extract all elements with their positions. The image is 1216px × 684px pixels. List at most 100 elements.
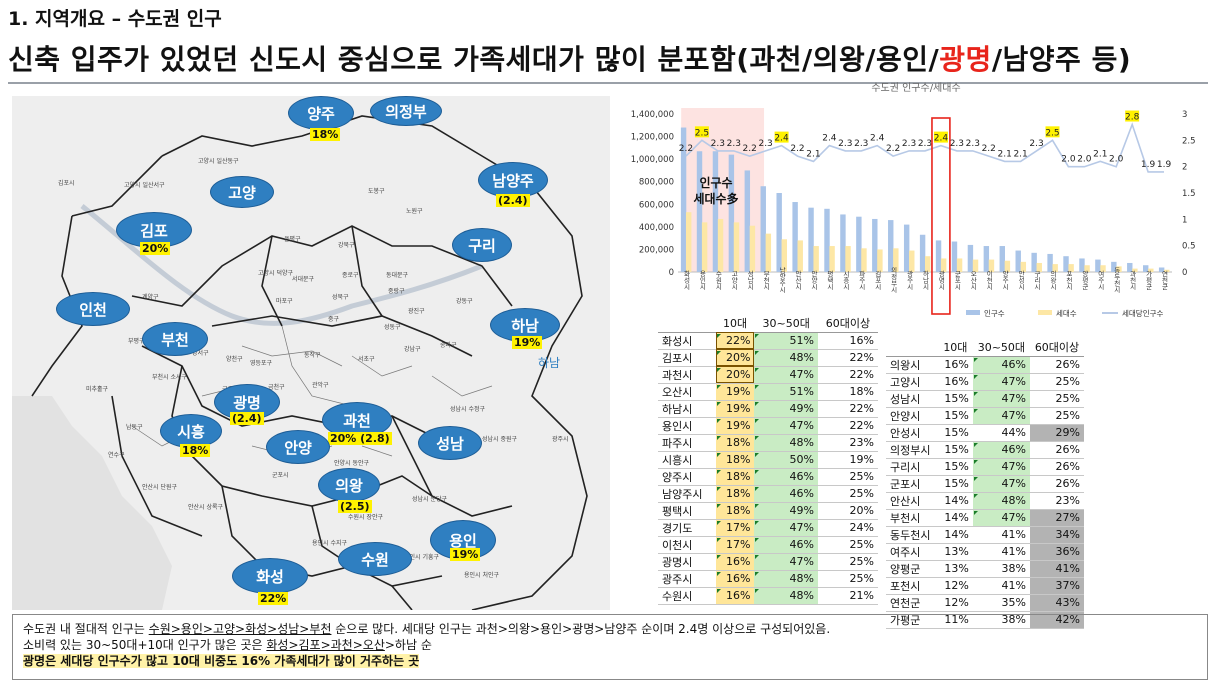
table-cell: 24% — [817, 519, 878, 537]
note-line-2: 소비력 있는 30~50대+10대 인구가 많은 곳은 화성>김포>과천>오산>… — [23, 637, 1197, 653]
headline-part-a: 신축 입주가 있었던 신도시 중심으로 가족세대가 많이 분포함(과천/의왕/용… — [8, 43, 940, 76]
table-cell: 13% — [937, 543, 973, 561]
region-bubble[interactable]: 의왕 — [318, 468, 380, 502]
table-row: 오산시 19% 51% 18% — [658, 383, 878, 401]
table-cell: 안양시 — [886, 407, 938, 425]
table-cell: 50% — [754, 451, 818, 469]
hanam-map-label: 하남 — [538, 356, 561, 370]
bar-population — [951, 241, 958, 272]
bar-household — [1164, 269, 1170, 272]
table-cell: 47% — [754, 519, 818, 537]
region-bubble[interactable]: 수원 — [338, 542, 412, 576]
table-cell: 15% — [937, 475, 973, 493]
bar-population — [760, 186, 766, 272]
bar-household — [972, 259, 979, 272]
y-right-tick: 1.5 — [1182, 189, 1196, 199]
y-right-tick: 0.5 — [1182, 242, 1196, 252]
table-cell: 21% — [817, 587, 878, 605]
region-bubble[interactable]: 의정부 — [370, 96, 442, 126]
region-bubble[interactable]: 성남 — [418, 426, 482, 460]
bar-population — [1142, 265, 1149, 272]
table-cell: 35% — [972, 594, 1030, 612]
y-left-tick: 1,000,000 — [631, 155, 674, 165]
y-right-tick: 3 — [1182, 110, 1187, 120]
table-row: 구리시 15% 47% 26% — [886, 458, 1084, 476]
column-header — [658, 314, 716, 333]
region-chip: 19% — [450, 548, 481, 561]
place-name: 강북구 — [338, 242, 355, 249]
x-tick-label: 이천시 — [985, 269, 993, 290]
region-bubble[interactable]: 남양주 — [478, 162, 548, 198]
note-line-3: 광명은 세대당 인구수가 많고 10대 비중도 16% 가족세대가 많이 거주하… — [23, 653, 1197, 669]
x-tick-label: 연천군 — [1160, 270, 1168, 290]
x-tick-label: 시흥시 — [841, 270, 849, 290]
y-right-tick: 2.5 — [1182, 136, 1196, 146]
x-tick-label: 안양시 — [809, 269, 817, 290]
place-name: 동작구 — [304, 352, 321, 359]
region-bubble[interactable]: 화성 — [232, 558, 308, 594]
x-tick-label: 의왕시 — [1048, 269, 1056, 290]
line-label: 2.3 — [950, 139, 964, 149]
bar-population — [1158, 267, 1165, 272]
line-label: 2.3 — [1029, 139, 1043, 149]
column-header: 30~50대 — [754, 314, 818, 333]
table-cell: 19% — [817, 451, 878, 469]
table-cell: 양주시 — [658, 468, 716, 486]
x-tick-label: 여주시 — [1096, 269, 1104, 290]
x-tick-label: 포천시 — [1064, 270, 1072, 290]
line-label-highlight — [694, 126, 709, 138]
place-name: 부천시 소사구 — [152, 374, 188, 381]
y-left-tick: 1,400,000 — [631, 110, 674, 120]
table-cell: 16% — [817, 332, 878, 350]
table-cell: 14% — [937, 509, 973, 527]
x-tick-label: 파주시 — [857, 269, 865, 290]
table-cell: 46% — [972, 441, 1030, 459]
table-cell: 41% — [972, 577, 1030, 595]
table-cell: 47% — [972, 475, 1030, 493]
region-bubble[interactable]: 시흥 — [160, 414, 222, 448]
x-tick-label: 동두천시 — [1112, 267, 1120, 294]
bar-population — [1063, 256, 1069, 272]
x-tick-label: 의정부시 — [889, 266, 897, 294]
capital-area-map[interactable]: 고양시 일산동구 김포시 고양시 일산서구 도봉구 노원구 계양구 은평구 강북구 성북구 중랑구… — [12, 96, 610, 610]
place-name: 강동구 — [456, 298, 473, 305]
table-cell: 광주시 — [658, 570, 716, 588]
table-cell: 16% — [937, 373, 973, 391]
region-bubble[interactable]: 부천 — [142, 322, 208, 356]
table-row: 남양주시 18% 46% 25% — [658, 485, 878, 503]
region-bubble[interactable]: 인천 — [56, 292, 130, 326]
line-label: 1.9 — [1157, 160, 1172, 170]
region-bubble[interactable]: 고양 — [210, 176, 274, 208]
bar-household — [797, 240, 803, 272]
table-cell: 37% — [1029, 577, 1084, 595]
x-tick-label: 수원시 — [714, 270, 722, 290]
x-tick-label: 김포시 — [873, 270, 881, 290]
annotation-line-2: 세대수多 — [693, 191, 738, 206]
bar-household — [1100, 265, 1106, 272]
y-right-tick: 1 — [1182, 215, 1187, 225]
table-cell: 의정부시 — [886, 441, 938, 459]
note-line-1: 수도권 내 절대적 인구는 수원>용인>고양>화성>성남>부천 순으로 많다. … — [23, 621, 1197, 637]
bar-household — [877, 249, 883, 272]
column-header — [886, 338, 938, 357]
bar-population — [696, 151, 703, 272]
place-name: 성남시 수정구 — [450, 406, 486, 413]
table-header-row: 10대 30~50대 60대이상 — [886, 338, 1084, 357]
region-bubble[interactable]: 양주 — [288, 96, 354, 130]
region-bubble[interactable]: 안양 — [266, 430, 330, 464]
y-left-tick: 0 — [669, 268, 674, 278]
table-cell: 15% — [937, 424, 973, 442]
bar-household — [701, 222, 708, 272]
place-name: 부평구 — [128, 338, 145, 345]
region-chip: 20% (2.8) — [328, 432, 392, 445]
table-row: 안양시 15% 47% 25% — [886, 407, 1084, 425]
table-row: 군포시 15% 47% 26% — [886, 475, 1084, 493]
annotation-line-1: 인구수 — [699, 175, 732, 190]
bar-household — [1020, 261, 1027, 272]
table-cell: 15% — [937, 390, 973, 408]
table-cell: 양평군 — [886, 560, 938, 578]
bar-population — [1127, 262, 1133, 272]
bar-household — [1004, 260, 1011, 272]
x-tick-label: 부천시 — [762, 270, 770, 290]
region-bubble[interactable]: 구리 — [452, 228, 512, 262]
